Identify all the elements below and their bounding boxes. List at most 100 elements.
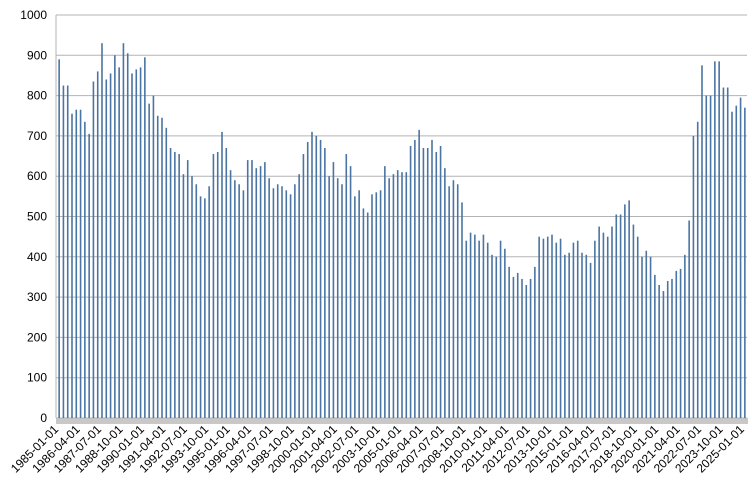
bar [448, 186, 450, 418]
bar [366, 212, 369, 418]
bar [268, 178, 270, 418]
bar [88, 133, 90, 418]
bar [174, 152, 176, 418]
bar [589, 262, 592, 418]
bar [512, 276, 515, 418]
bar [474, 234, 476, 418]
bar [71, 113, 73, 419]
bar [478, 240, 480, 418]
bar [452, 180, 455, 418]
bar [101, 43, 103, 419]
bar [126, 53, 129, 418]
bar [152, 95, 155, 418]
bar [461, 202, 463, 418]
bar [658, 285, 660, 418]
bar [675, 270, 678, 418]
y-tick-label: 800 [27, 89, 47, 103]
bar [281, 186, 283, 418]
bar [345, 154, 348, 418]
bar [289, 194, 292, 418]
bar [221, 131, 223, 418]
bar [212, 154, 215, 418]
bar [508, 266, 510, 418]
bar [294, 184, 296, 418]
bar [426, 147, 429, 419]
bar [409, 145, 412, 418]
bar [551, 234, 553, 418]
bar [718, 61, 720, 418]
bar [371, 194, 373, 418]
bar [401, 172, 403, 418]
bar [422, 147, 425, 419]
bar [636, 236, 639, 418]
bar [169, 147, 172, 419]
bar [405, 172, 408, 418]
bar [148, 103, 150, 418]
y-tick-label: 600 [27, 169, 47, 183]
bar [641, 256, 643, 418]
bar [79, 109, 82, 418]
y-tick-label: 0 [40, 411, 47, 425]
bar [302, 154, 305, 418]
bar [696, 121, 699, 419]
bar [645, 250, 648, 418]
bar [654, 274, 656, 418]
bar [306, 141, 309, 418]
y-tick-label: 400 [27, 250, 47, 264]
x-axis-band [56, 418, 748, 424]
bar [311, 131, 313, 418]
bar [431, 139, 433, 418]
bar [499, 240, 502, 418]
y-tick-label: 700 [27, 129, 47, 143]
bar [534, 266, 536, 418]
bar [542, 238, 545, 418]
bar [191, 176, 193, 418]
bar [555, 242, 558, 418]
bar [336, 178, 339, 418]
bar [688, 220, 690, 418]
bar [114, 55, 116, 419]
bar [199, 196, 202, 418]
bar [96, 71, 99, 419]
bar [576, 240, 579, 418]
bar [122, 43, 125, 419]
bar [684, 254, 686, 418]
bar [208, 186, 210, 418]
bar [251, 160, 253, 418]
bar [234, 180, 236, 418]
bar [714, 61, 716, 418]
bar [358, 190, 360, 418]
y-tick-label: 1000 [20, 8, 47, 22]
bar [735, 105, 738, 419]
bar [722, 87, 725, 418]
bar [315, 135, 318, 418]
bar [559, 238, 562, 418]
bar [186, 160, 189, 418]
bar [568, 252, 570, 418]
bar [255, 168, 258, 418]
bar [328, 176, 330, 418]
bar [632, 224, 635, 418]
bar [456, 184, 459, 418]
bar [581, 252, 583, 418]
bar [671, 278, 673, 418]
bar [628, 200, 630, 418]
bar [392, 174, 395, 418]
bar [246, 160, 249, 418]
bar [204, 198, 206, 418]
bar [84, 121, 86, 419]
bar [118, 67, 120, 418]
bar [182, 174, 185, 418]
bar [139, 67, 142, 418]
bar [388, 178, 390, 418]
bar [414, 139, 416, 418]
bar [619, 214, 622, 418]
bar [58, 59, 60, 419]
bar [444, 168, 446, 418]
bar [319, 139, 322, 418]
bar [482, 234, 485, 418]
y-tick-label: 300 [27, 290, 47, 304]
bar [564, 254, 566, 418]
bar [572, 242, 575, 418]
bar [439, 145, 442, 418]
